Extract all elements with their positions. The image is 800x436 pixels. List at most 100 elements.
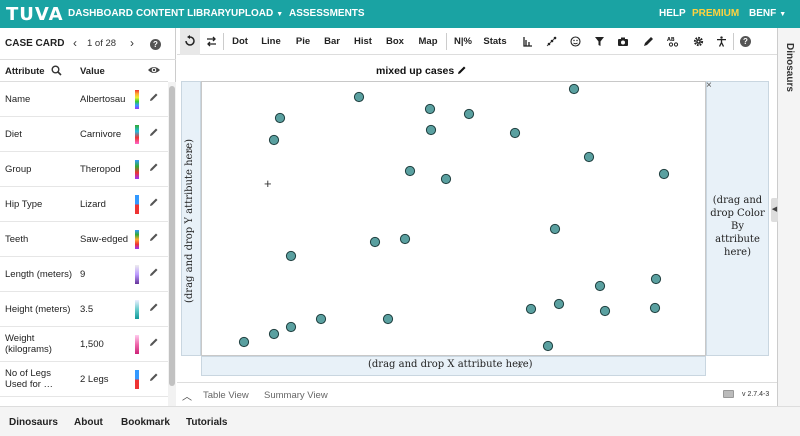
- case-point[interactable]: [542, 340, 554, 352]
- attribute-row[interactable]: Teeth Saw-edged: [0, 222, 168, 257]
- x-axis-drop-zone[interactable]: [201, 356, 706, 376]
- attribute-row[interactable]: Group Theropod: [0, 152, 168, 187]
- tuva-logo[interactable]: TUVA: [6, 3, 64, 25]
- pencil-icon[interactable]: [457, 65, 467, 77]
- case-point[interactable]: [549, 223, 561, 235]
- prev-case-icon[interactable]: ‹: [73, 36, 77, 50]
- case-point[interactable]: [650, 273, 662, 285]
- nav-user-menu[interactable]: BENF ▼: [749, 0, 786, 28]
- case-point[interactable]: [568, 83, 580, 95]
- case-point[interactable]: [424, 103, 436, 115]
- case-point[interactable]: [285, 321, 297, 333]
- case-point[interactable]: [382, 313, 394, 325]
- histogram-button[interactable]: Hist: [354, 36, 372, 47]
- attribute-row[interactable]: Hip Type Lizard: [0, 187, 168, 222]
- close-color-axis-icon[interactable]: ×: [706, 80, 712, 91]
- nav-help[interactable]: HELP: [659, 8, 686, 19]
- camera-icon[interactable]: [616, 28, 630, 55]
- case-point[interactable]: [315, 313, 327, 325]
- draw-tool-icon[interactable]: [641, 28, 655, 55]
- case-point[interactable]: [553, 298, 565, 310]
- dot-plot-button[interactable]: Dot: [232, 36, 248, 47]
- next-case-icon[interactable]: ›: [130, 36, 134, 50]
- case-point[interactable]: [404, 165, 416, 177]
- eye-icon[interactable]: [147, 63, 161, 80]
- case-labels-icon[interactable]: AB: [665, 28, 681, 55]
- color-swatch[interactable]: [135, 335, 139, 354]
- case-point[interactable]: [285, 250, 297, 262]
- color-swatch[interactable]: [135, 230, 139, 249]
- summary-view-tab[interactable]: Summary View: [264, 390, 328, 401]
- case-point[interactable]: [583, 151, 595, 163]
- nav-content-library[interactable]: CONTENT LIBRARY: [136, 8, 232, 19]
- color-swatch[interactable]: [135, 90, 139, 109]
- accessibility-icon[interactable]: [714, 28, 728, 55]
- pencil-icon[interactable]: [149, 267, 159, 280]
- help-icon[interactable]: ?: [150, 39, 161, 50]
- smiley-icon[interactable]: [568, 28, 582, 55]
- pie-chart-button[interactable]: Pie: [295, 36, 311, 47]
- attribute-row[interactable]: Name Albertosau: [0, 82, 168, 117]
- table-view-tab[interactable]: Table View: [203, 390, 249, 401]
- footer-tutorials[interactable]: Tutorials: [186, 417, 228, 428]
- swap-axes-icon[interactable]: [204, 28, 218, 55]
- case-point[interactable]: [268, 134, 280, 146]
- case-card-scrollbar[interactable]: [168, 82, 176, 406]
- attribute-row[interactable]: No of Legs Used for … 2 Legs: [0, 362, 168, 397]
- scroll-thumb[interactable]: [169, 86, 175, 386]
- nav-upload[interactable]: UPLOAD ▼: [231, 0, 283, 28]
- nav-dashboard[interactable]: DASHBOARD: [68, 8, 133, 19]
- attribute-row[interactable]: Length (meters) 9: [0, 257, 168, 292]
- keyboard-icon[interactable]: [723, 390, 734, 398]
- color-swatch[interactable]: [135, 370, 139, 389]
- color-swatch[interactable]: [135, 125, 139, 144]
- case-point[interactable]: [268, 328, 280, 340]
- gear-icon[interactable]: [691, 28, 705, 55]
- pencil-icon[interactable]: [149, 337, 159, 350]
- case-point[interactable]: [440, 173, 452, 185]
- case-point[interactable]: [399, 233, 411, 245]
- footer-dinosaurs[interactable]: Dinosaurs: [9, 417, 58, 428]
- nav-assessments[interactable]: ASSESSMENTS: [289, 8, 365, 19]
- help-icon[interactable]: ?: [740, 36, 751, 47]
- bar-chart-button[interactable]: Bar: [324, 36, 340, 47]
- pencil-icon[interactable]: [149, 162, 159, 175]
- reset-icon[interactable]: [180, 28, 200, 55]
- case-point[interactable]: [369, 236, 381, 248]
- pencil-icon[interactable]: [149, 372, 159, 385]
- case-point[interactable]: [649, 302, 661, 314]
- attribute-row[interactable]: Diet Carnivore: [0, 117, 168, 152]
- y-axis-drop-zone[interactable]: [181, 81, 201, 356]
- close-y-axis-icon[interactable]: ×: [187, 144, 193, 155]
- pencil-icon[interactable]: [149, 302, 159, 315]
- footer-about[interactable]: About: [74, 417, 103, 428]
- case-point[interactable]: [274, 112, 286, 124]
- dataset-side-panel[interactable]: Dinosaurs: [777, 28, 800, 406]
- pencil-icon[interactable]: [149, 197, 159, 210]
- pencil-icon[interactable]: [149, 232, 159, 245]
- scatter-plot-area[interactable]: [201, 81, 706, 356]
- attribute-row[interactable]: Weight (kilograms) 1,500: [0, 327, 168, 362]
- search-icon[interactable]: [51, 65, 62, 79]
- color-swatch[interactable]: [135, 160, 139, 179]
- case-point[interactable]: [425, 124, 437, 136]
- filter-icon[interactable]: [592, 28, 606, 55]
- footer-bookmark[interactable]: Bookmark: [121, 417, 170, 428]
- color-swatch[interactable]: [135, 300, 139, 319]
- panel-collapse-icon[interactable]: ◀: [771, 198, 778, 222]
- case-point[interactable]: [658, 168, 670, 180]
- line-plot-button[interactable]: Line: [261, 36, 281, 47]
- box-plot-button[interactable]: Box: [386, 36, 404, 47]
- scatter-options-icon[interactable]: [544, 28, 558, 55]
- chevron-up-icon[interactable]: ︿: [182, 392, 192, 403]
- map-button[interactable]: Map: [418, 36, 438, 47]
- attribute-row[interactable]: Height (meters) 3.5: [0, 292, 168, 327]
- case-point[interactable]: [599, 305, 611, 317]
- case-point[interactable]: [238, 336, 250, 348]
- count-percent-button[interactable]: N|%: [454, 36, 472, 47]
- case-point[interactable]: [463, 108, 475, 120]
- color-swatch[interactable]: [135, 265, 139, 284]
- graph-title[interactable]: mixed up cases: [376, 65, 467, 77]
- case-point[interactable]: [525, 303, 537, 315]
- case-point[interactable]: [353, 91, 365, 103]
